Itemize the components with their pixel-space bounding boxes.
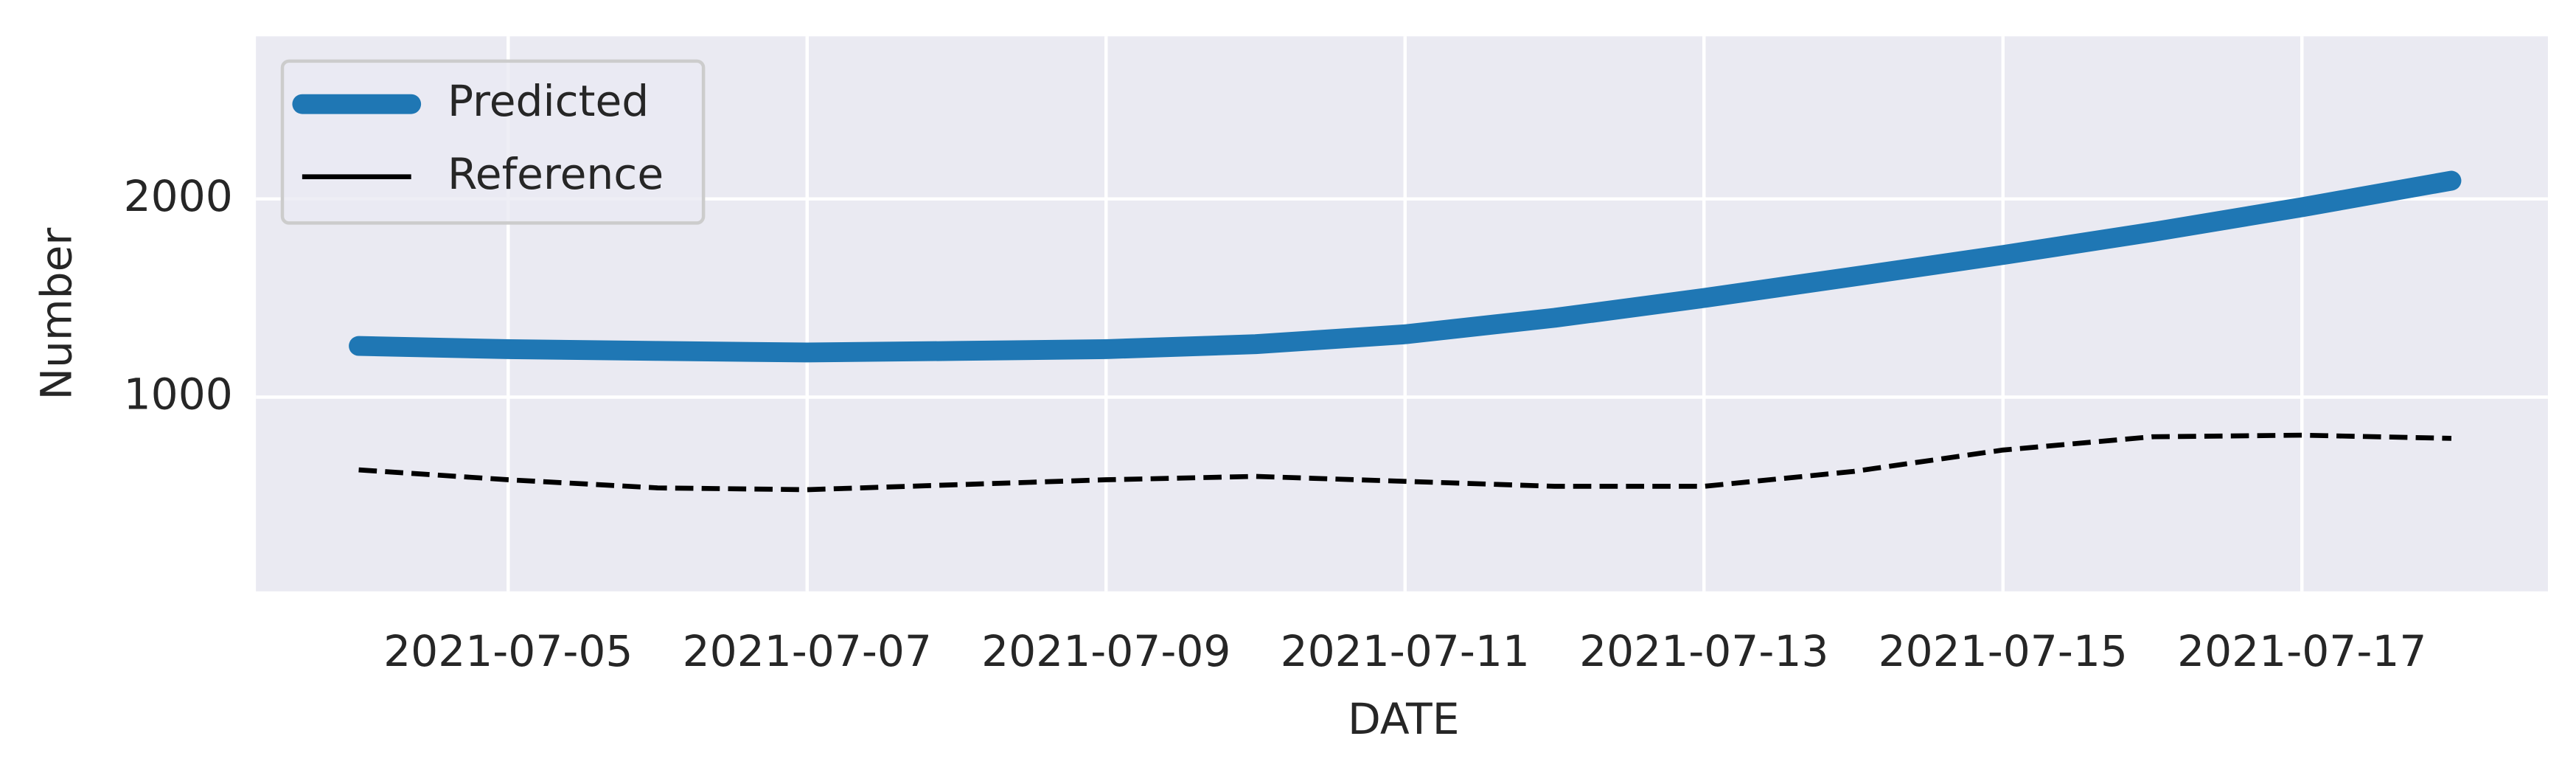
y-axis-label: Number [32, 228, 82, 400]
y-tick-label: 1000 [124, 369, 233, 420]
x-tick-label: 2021-07-13 [1579, 626, 1828, 676]
x-axis-label: DATE [1348, 694, 1459, 744]
x-tick-label: 2021-07-07 [683, 626, 932, 676]
legend-label: Reference [448, 149, 664, 199]
series-line [358, 432, 2452, 493]
series-line [349, 170, 2462, 363]
legend-label: Predicted [448, 76, 649, 126]
legend: Predicted Reference [280, 59, 706, 225]
x-tick-label: 2021-07-11 [1281, 626, 1530, 676]
x-tick-label: 2021-07-09 [981, 626, 1230, 676]
x-tick-label: 2021-07-15 [1879, 626, 2128, 676]
y-tick-label: 2000 [124, 171, 233, 221]
x-tick-label: 2021-07-05 [383, 626, 633, 676]
x-tick-label: 2021-07-17 [2177, 626, 2426, 676]
